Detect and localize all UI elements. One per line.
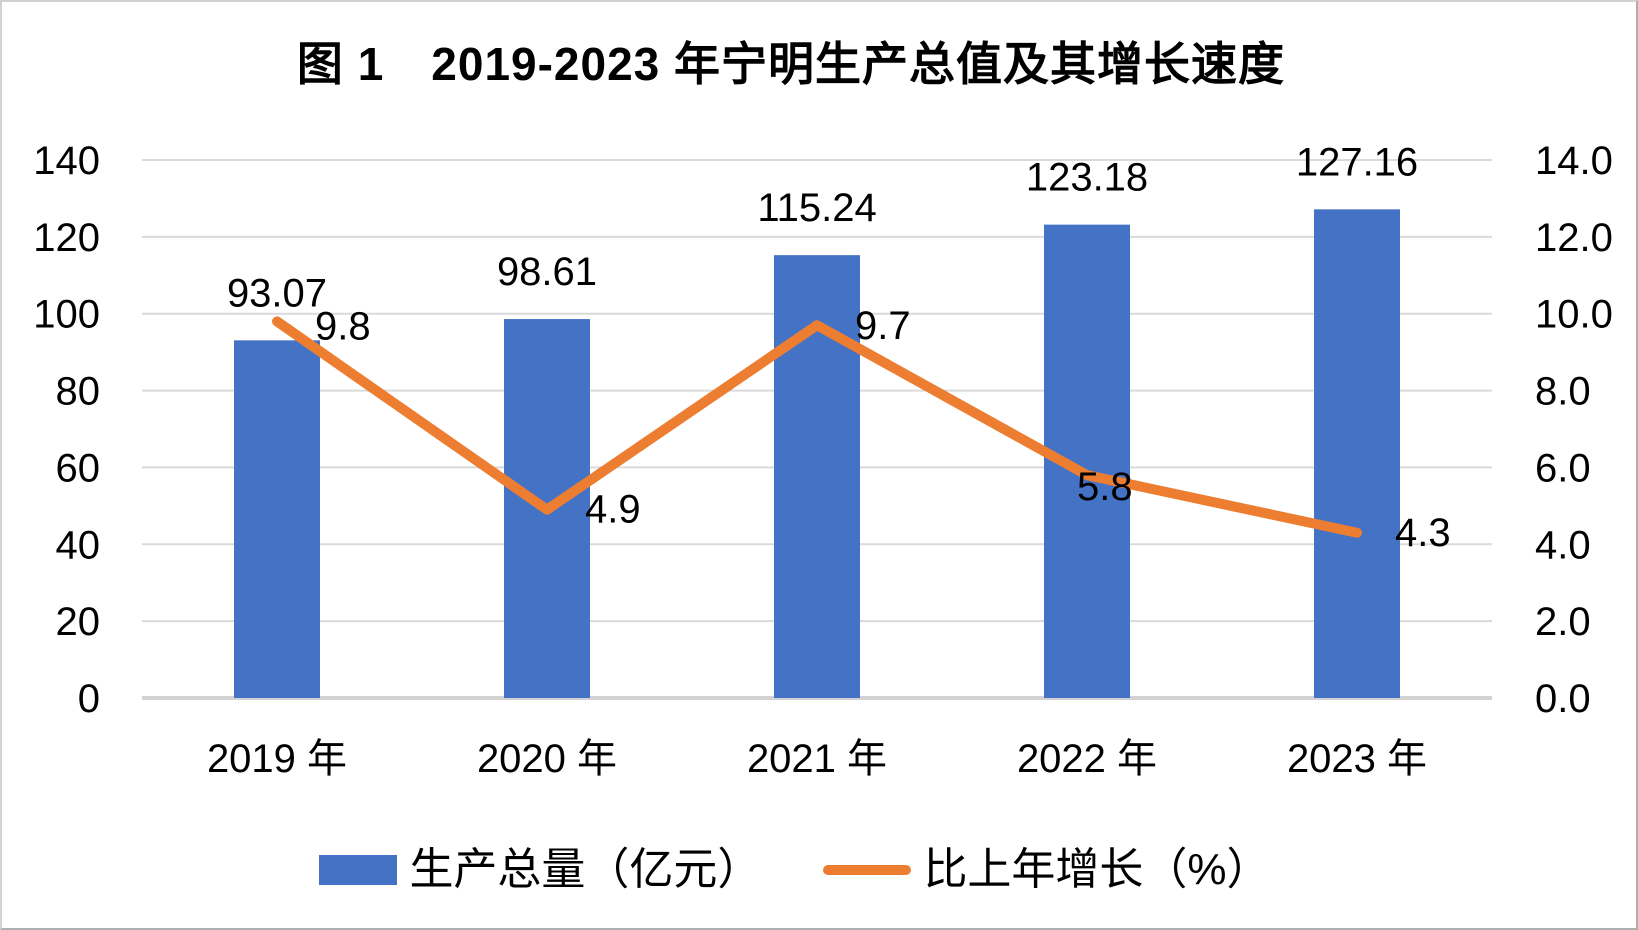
x-axis-category-label: 2019 年: [207, 737, 347, 781]
bar-series-swatch-icon: [319, 855, 398, 885]
left-axis-tick-label: 120: [33, 216, 100, 260]
legend-label-growth: 比上年增长（%）: [923, 845, 1271, 894]
bar-value-label: 98.61: [497, 250, 597, 294]
left-axis-tick-label: 20: [56, 600, 101, 644]
legend-item-gdp: 生产总量（亿元）: [319, 848, 761, 892]
right-axis-tick-label: 12.0: [1535, 216, 1613, 260]
x-axis-category-label: 2023 年: [1287, 737, 1427, 781]
line-value-label: 9.8: [315, 304, 371, 348]
line-value-label: 4.9: [585, 488, 641, 532]
right-axis-tick-label: 10.0: [1535, 293, 1613, 337]
legend-item-growth: 比上年增长（%）: [823, 845, 1271, 894]
x-axis-category-label: 2020 年: [477, 737, 617, 781]
legend-label-gdp: 生产总量（亿元）: [409, 845, 762, 894]
line-value-label: 4.3: [1395, 511, 1451, 555]
chart-legend: 生产总量（亿元） 比上年增长（%）: [2, 840, 1588, 900]
gdp-bar: [234, 340, 320, 698]
line-value-label: 9.7: [855, 304, 911, 348]
left-axis-tick-label: 140: [33, 139, 100, 183]
right-axis-tick-label: 6.0: [1535, 446, 1591, 490]
bar-value-label: 93.07: [227, 271, 327, 315]
bar-value-label: 123.18: [1026, 156, 1148, 200]
line-series-swatch-icon: [823, 865, 912, 875]
gdp-bar: [1314, 209, 1400, 698]
x-axis-category-label: 2022 年: [1017, 737, 1157, 781]
left-axis-tick-label: 80: [56, 370, 101, 414]
growth-line: [272, 316, 1362, 538]
right-axis-tick-label: 14.0: [1535, 139, 1613, 183]
x-axis-category-label: 2021 年: [747, 737, 887, 781]
left-axis-tick-label: 0: [78, 677, 100, 721]
left-axis-tick-label: 100: [33, 293, 100, 337]
left-axis-tick-label: 60: [56, 446, 101, 490]
line-value-label: 5.8: [1077, 465, 1133, 509]
right-axis-tick-label: 8.0: [1535, 370, 1591, 414]
bar-value-label: 127.16: [1296, 140, 1418, 184]
right-axis-tick-label: 4.0: [1535, 523, 1591, 567]
bar-value-label: 115.24: [757, 186, 876, 230]
left-axis-tick-label: 40: [56, 523, 101, 567]
chart-title: 图 1 2019-2023 年宁明生产总值及其增长速度: [296, 38, 1286, 90]
right-axis-tick-label: 2.0: [1535, 600, 1591, 644]
right-axis-tick-label: 0.0: [1535, 677, 1591, 721]
